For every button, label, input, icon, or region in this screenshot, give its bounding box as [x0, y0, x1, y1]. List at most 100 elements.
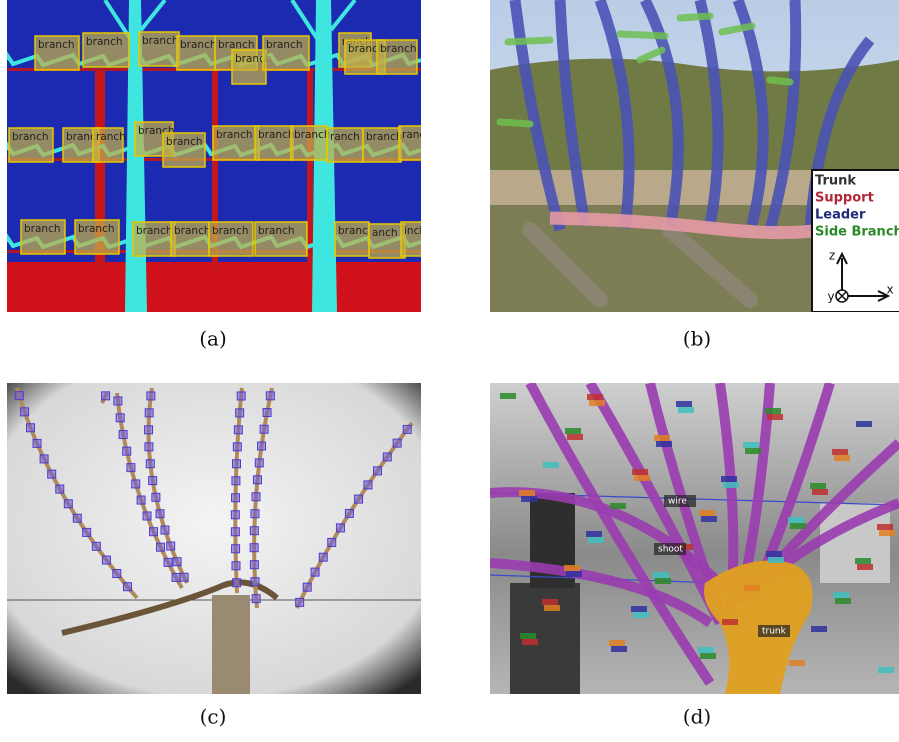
node-tag	[698, 647, 714, 653]
node-tag	[878, 667, 894, 673]
node-box	[33, 439, 41, 447]
node-box	[102, 392, 110, 400]
node-box	[231, 528, 239, 536]
node-box	[232, 494, 240, 502]
node-tag	[654, 435, 670, 441]
box-label: branch	[212, 225, 249, 237]
node-box	[173, 558, 181, 566]
node-tag	[631, 606, 647, 612]
node-box	[319, 553, 327, 561]
node-box	[119, 431, 127, 439]
node-box	[355, 495, 363, 503]
node-box	[250, 561, 258, 569]
box-label: branch	[380, 43, 417, 55]
node-tag	[743, 442, 759, 448]
figure: branch branch branch branch branch branch bran…	[0, 0, 899, 738]
node-box	[161, 526, 169, 534]
node-tag	[766, 551, 782, 557]
node-tag	[700, 653, 716, 659]
node-tag	[723, 482, 739, 488]
node-box	[15, 392, 23, 400]
panel-c	[7, 383, 421, 694]
node-box	[231, 511, 239, 519]
node-box	[146, 460, 154, 468]
node-tag	[655, 578, 671, 584]
node-tag	[589, 400, 605, 406]
node-box	[233, 579, 241, 587]
box-label: ranc	[402, 129, 425, 141]
node-box	[250, 544, 258, 552]
caption: (a)	[199, 327, 227, 351]
node-box	[233, 460, 241, 468]
node-box	[92, 542, 100, 550]
node-tag	[765, 408, 781, 414]
node-box	[237, 392, 245, 400]
node-tag	[632, 469, 648, 475]
node-box	[303, 583, 311, 591]
node-box	[167, 542, 175, 550]
node-box	[296, 598, 304, 606]
node-box	[116, 414, 124, 422]
box-label: branch	[24, 223, 61, 235]
node-box	[152, 493, 160, 501]
node-tag	[611, 646, 627, 652]
mask-label: wire	[668, 497, 687, 507]
node-tag	[768, 557, 784, 563]
node-tag	[543, 462, 559, 468]
box-label: branch	[166, 136, 203, 148]
node-box	[232, 477, 240, 485]
node-tag	[832, 449, 848, 455]
legend-label: Trunk	[815, 174, 856, 189]
box-label: branch	[258, 225, 295, 237]
node-tag	[656, 441, 672, 447]
node-box	[145, 409, 153, 417]
node-box	[232, 562, 240, 570]
node-box	[40, 455, 48, 463]
box-label: branch	[38, 39, 75, 51]
node-tag	[520, 633, 536, 639]
node-box	[172, 573, 180, 581]
side-branch	[500, 122, 530, 124]
node-tag	[834, 455, 850, 461]
node-box	[83, 528, 91, 536]
box-label: ranch	[330, 131, 360, 143]
node-tag	[833, 592, 849, 598]
node-box	[364, 481, 372, 489]
node-box	[132, 480, 140, 488]
node-box	[345, 509, 353, 517]
node-tag	[812, 489, 828, 495]
node-box	[143, 512, 151, 520]
node-box	[311, 568, 319, 576]
node-tag	[633, 612, 649, 618]
node-box	[383, 453, 391, 461]
node-box	[145, 443, 153, 451]
box-label: branch	[216, 129, 253, 141]
node-tag	[699, 510, 715, 516]
box-label: ranch	[96, 131, 126, 143]
node-box	[113, 570, 121, 578]
legend-label: Support	[815, 191, 874, 206]
side-branch	[770, 80, 790, 82]
node-box	[253, 476, 261, 484]
box-label: inch	[404, 225, 426, 237]
node-box	[374, 467, 382, 475]
node-box	[236, 409, 244, 417]
node-tag	[745, 448, 761, 454]
node-box	[137, 496, 145, 504]
node-tag	[744, 585, 760, 591]
side-branch	[620, 34, 665, 36]
node-tag	[567, 434, 583, 440]
node-box	[255, 459, 263, 467]
box-label: branch	[180, 39, 217, 51]
node-box	[336, 524, 344, 532]
mask-label: shoot	[658, 545, 683, 555]
node-tag	[789, 660, 805, 666]
legend-label: Side Branch	[815, 225, 899, 240]
node-box	[147, 392, 155, 400]
node-tag	[767, 414, 783, 420]
panel-a: branch branch branch branch branch branch bran…	[7, 0, 429, 312]
axis-label: y	[827, 290, 834, 304]
node-box	[123, 447, 131, 455]
